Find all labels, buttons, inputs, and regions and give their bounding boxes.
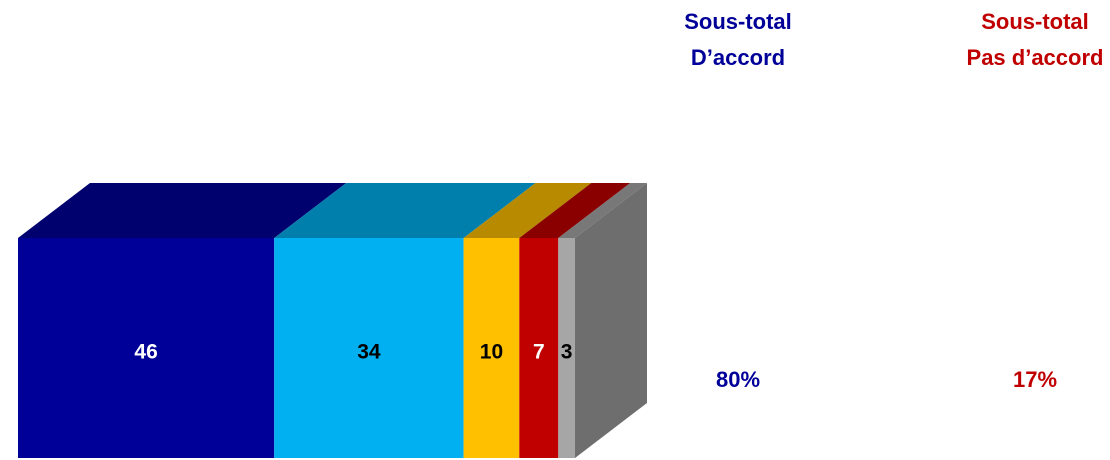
bar-top [519,183,631,238]
subtotal-value: 17% [1013,367,1057,392]
subtotal-header: Pas d’accord [967,45,1104,70]
subtotal-value: 80% [716,367,760,392]
bar-top [463,183,592,238]
bar-top [18,183,347,238]
bar [274,238,464,458]
data-label: 3 [561,341,573,364]
bar-top [274,183,536,238]
data-label: 34 [357,341,381,364]
subtotal-header: D’accord [691,45,785,70]
data-label: 10 [480,341,503,364]
subtotal-header: Sous-total [684,9,792,34]
bar-top [558,183,647,238]
bar [558,238,575,458]
subtotal-header: Sous-total [981,9,1089,34]
data-label: 7 [533,341,545,364]
bar [519,238,559,458]
bar [463,238,520,458]
data-label: 46 [134,341,157,364]
bar-side [575,183,647,458]
bar [18,238,275,458]
